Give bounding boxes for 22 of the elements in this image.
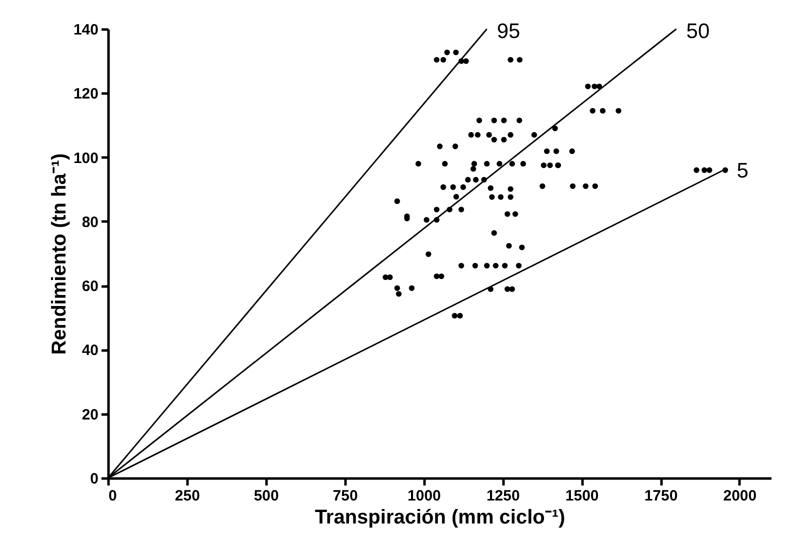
y-tick-label: 40 bbox=[82, 342, 98, 360]
x-tick-label: 1750 bbox=[644, 488, 678, 504]
y-tick-label: 120 bbox=[73, 86, 98, 103]
y-tick-label: 100 bbox=[73, 150, 98, 167]
x-tick-label: 1500 bbox=[565, 488, 599, 504]
x-tick-label: 1250 bbox=[486, 488, 520, 504]
x-tick-label: 500 bbox=[254, 488, 279, 504]
x-tick-label: 2000 bbox=[723, 488, 757, 504]
y-tick-label: 0 bbox=[90, 470, 98, 488]
x-tick-label: 1000 bbox=[408, 488, 441, 504]
y-tick-label: 60 bbox=[82, 278, 98, 296]
x-axis-title: Transpiración (mm ciclo⁻¹) bbox=[314, 506, 566, 528]
x-tick-label: 750 bbox=[332, 488, 358, 504]
y-tick-label: 80 bbox=[82, 214, 98, 231]
y-tick-label: 20 bbox=[82, 406, 98, 424]
series-label: 5 bbox=[736, 160, 748, 183]
series-label: 95 bbox=[496, 20, 520, 43]
y-tick-label: 140 bbox=[73, 22, 98, 38]
x-tick-label: 250 bbox=[174, 488, 200, 504]
y-axis-title: Rendimiento (tn ha⁻¹) bbox=[48, 153, 70, 355]
series-label: 50 bbox=[686, 20, 710, 43]
x-tick-label: 0 bbox=[108, 488, 117, 504]
